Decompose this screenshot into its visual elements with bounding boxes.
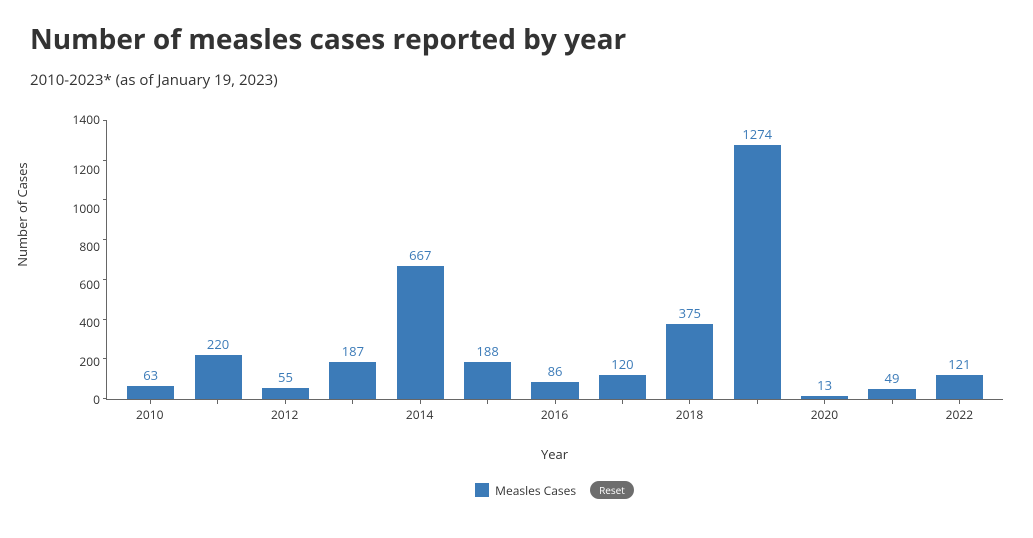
x-tick: 2020 <box>791 400 858 423</box>
y-tick: 1400 <box>73 114 100 126</box>
bar[interactable] <box>936 375 983 399</box>
y-axis-ticks: 1400120010008006004002000 <box>70 120 106 400</box>
bar-value-label: 1274 <box>742 125 772 143</box>
x-tick: 2015 <box>453 400 520 423</box>
bar[interactable] <box>464 362 511 399</box>
y-axis-label: Number of Cases <box>13 162 31 266</box>
bar-value-label: 55 <box>278 368 293 386</box>
x-tick: 2019 <box>723 400 790 423</box>
bar-slot: 375 <box>656 120 723 399</box>
bar-slot: 187 <box>319 120 386 399</box>
x-tick: 2017 <box>588 400 655 423</box>
x-tick: 2014 <box>386 400 453 423</box>
bar-value-label: 13 <box>817 376 832 394</box>
bar-value-label: 188 <box>476 342 498 360</box>
x-tick: 2022 <box>926 400 993 423</box>
x-tick: 2016 <box>521 400 588 423</box>
bar[interactable] <box>599 375 646 399</box>
bar[interactable] <box>801 396 848 399</box>
x-axis-label: Year <box>106 445 1003 463</box>
bar-slot: 13 <box>791 120 858 399</box>
bar-value-label: 121 <box>948 355 970 373</box>
y-tick: 400 <box>79 317 100 329</box>
bar-value-label: 120 <box>611 355 633 373</box>
bar[interactable] <box>262 388 309 399</box>
x-tick: 2011 <box>183 400 250 423</box>
bar-slot: 86 <box>521 120 588 399</box>
reset-button[interactable]: Reset <box>590 481 634 499</box>
bar[interactable] <box>734 145 781 399</box>
bar[interactable] <box>666 324 713 399</box>
legend-swatch <box>475 483 489 497</box>
bar-value-label: 187 <box>342 342 364 360</box>
bar-value-label: 63 <box>143 366 158 384</box>
bar-value-label: 49 <box>885 369 900 387</box>
x-tick: 2012 <box>251 400 318 423</box>
page-title: Number of measles cases reported by year <box>30 20 1003 58</box>
y-tick: 1000 <box>73 203 100 215</box>
y-tick: 0 <box>93 394 100 406</box>
x-axis-ticks: 2010201120122013201420152016201720182019… <box>106 400 1003 423</box>
y-tick: 200 <box>79 356 100 368</box>
bar-slot: 121 <box>926 120 993 399</box>
x-tick: 2021 <box>858 400 925 423</box>
y-tick: 800 <box>79 241 100 253</box>
bar[interactable] <box>329 362 376 399</box>
bar-value-label: 86 <box>548 362 563 380</box>
bar-value-label: 220 <box>207 335 229 353</box>
legend-series-label: Measles Cases <box>495 482 576 499</box>
bar[interactable] <box>195 355 242 399</box>
chart-container: Number of Cases 140012001000800600400200… <box>30 120 1003 499</box>
bar-value-label: 375 <box>679 304 701 322</box>
bar-slot: 63 <box>117 120 184 399</box>
y-tick: 1200 <box>73 164 100 176</box>
plot-area: 63 220 55 187 667 188 86 120 375 1274 13 49 121 <box>106 120 1003 400</box>
bar[interactable] <box>531 382 578 399</box>
bar-slot: 55 <box>252 120 319 399</box>
page-subtitle: 2010-2023* (as of January 19, 2023) <box>30 70 1003 90</box>
bar-slot: 1274 <box>724 120 791 399</box>
bar-slot: 188 <box>454 120 521 399</box>
x-tick: 2010 <box>116 400 183 423</box>
bars-group: 63 220 55 187 667 188 86 120 375 1274 13 49 121 <box>107 120 1003 399</box>
bar-slot: 49 <box>858 120 925 399</box>
bar[interactable] <box>868 389 915 399</box>
bar-value-label: 667 <box>409 246 431 264</box>
x-tick: 2018 <box>656 400 723 423</box>
x-tick: 2013 <box>318 400 385 423</box>
bar-slot: 220 <box>184 120 251 399</box>
bar-slot: 120 <box>589 120 656 399</box>
y-tick: 600 <box>79 279 100 291</box>
legend: Measles Cases Reset <box>106 481 1003 499</box>
bar[interactable] <box>127 386 174 399</box>
bar-slot: 667 <box>387 120 454 399</box>
bar[interactable] <box>397 266 444 399</box>
